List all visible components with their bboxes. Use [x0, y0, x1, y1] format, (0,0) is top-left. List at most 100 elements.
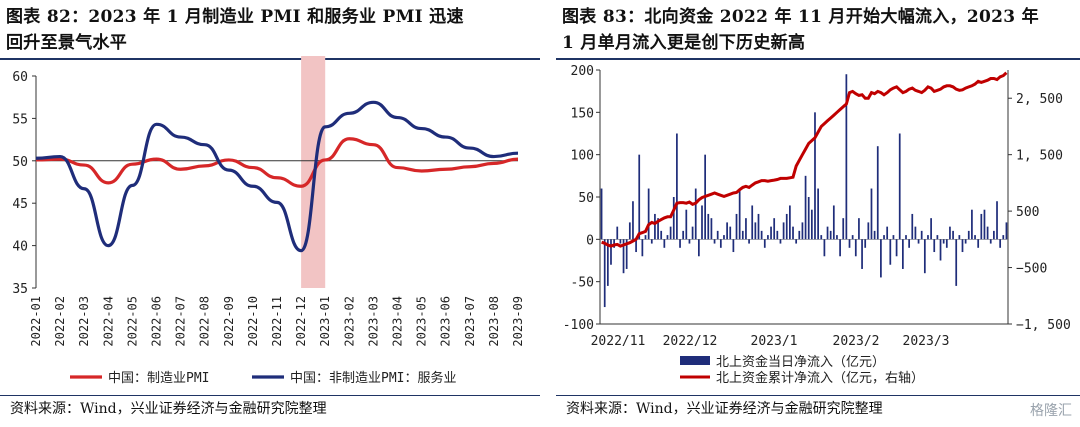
daily-inflow-bar [864, 239, 867, 248]
daily-inflow-bar [710, 218, 713, 240]
daily-inflow-bar [757, 213, 760, 240]
daily-inflow-bar [707, 213, 710, 240]
daily-inflow-bar [672, 197, 675, 240]
right-chart-panel: 图表 83：北向资金 2022 年 11 月开始大幅流入，2023 年 1 月单… [556, 0, 1080, 427]
daily-inflow-bar [989, 239, 992, 244]
daily-inflow-bar [660, 230, 663, 240]
daily-inflow-bar [814, 112, 816, 240]
y-tick-label-right: 1, 500 [1016, 149, 1063, 164]
daily-inflow-bar [820, 235, 823, 240]
daily-inflow-bar [829, 230, 832, 240]
left-source-note: 资料来源：Wind，兴业证券经济与金融研究院整理 [10, 401, 327, 417]
y-tick-label-left: 0 [586, 233, 594, 248]
x-tick-label: 2022-10 [246, 296, 260, 347]
daily-inflow-bar [770, 226, 772, 240]
daily-inflow-bar [745, 218, 747, 240]
daily-inflow-bar [914, 226, 917, 240]
x-tick-label: 2023-04 [391, 296, 405, 347]
daily-inflow-bar [676, 133, 678, 240]
daily-inflow-bar [754, 222, 757, 240]
daily-inflow-bar [955, 239, 958, 286]
daily-inflow-bar [685, 209, 688, 240]
right-source-rule [556, 395, 1080, 396]
daily-inflow-bar [876, 146, 879, 240]
y-tick-label-right: −500 [1016, 262, 1047, 277]
daily-inflow-bar [748, 239, 750, 244]
daily-inflow-bar [751, 205, 754, 240]
daily-inflow-bar [622, 239, 625, 274]
daily-inflow-bar [854, 239, 857, 257]
daily-inflow-bar [826, 226, 829, 240]
y-tick-label: 50 [12, 155, 28, 170]
y-tick-label-left: -100 [563, 318, 594, 333]
daily-inflow-bar [713, 239, 716, 244]
daily-inflow-bar [650, 239, 653, 244]
daily-inflow-bar [993, 230, 995, 240]
daily-inflow-bar [741, 230, 744, 240]
daily-inflow-bar [776, 230, 779, 240]
left-chart-panel: 图表 82：2023 年 1 月制造业 PMI 和服务业 PMI 迅速 回升至景… [0, 4, 540, 417]
daily-inflow-bar [961, 239, 964, 253]
legend-label-manufacturing: 中国：制造业PMI [108, 371, 209, 386]
daily-inflow-bar [967, 230, 970, 240]
daily-inflow-bar [861, 239, 863, 269]
left-chart-title: 图表 82：2023 年 1 月制造业 PMI 和服务业 PMI 迅速 回升至景… [6, 4, 464, 56]
daily-inflow-bar [836, 235, 838, 240]
x-tick-label: 2023-02 [342, 296, 356, 347]
daily-inflow-bar [760, 230, 763, 240]
daily-inflow-bar [679, 239, 681, 248]
daily-inflow-bar [779, 239, 782, 244]
daily-inflow-bar [688, 239, 691, 244]
x-tick-label: 2022/11 [591, 334, 646, 349]
y-tick-label-right: 2, 500 [1016, 92, 1063, 107]
legend-swatch-daily [680, 356, 710, 365]
daily-inflow-bar [845, 74, 848, 240]
daily-inflow-bar [908, 239, 911, 248]
y-tick-label: 45 [12, 197, 28, 212]
x-tick-label: 2022-03 [77, 296, 91, 347]
daily-inflow-bar [647, 188, 650, 240]
x-tick-label: 2022-12 [294, 296, 308, 347]
daily-inflow-bar [785, 213, 788, 240]
daily-inflow-bar [886, 226, 889, 240]
daily-inflow-bar [911, 213, 914, 240]
services-pmi-line [35, 100, 519, 253]
daily-inflow-bar [945, 239, 948, 248]
y-tick-label: 60 [12, 70, 28, 85]
x-tick-label: 2022/12 [663, 334, 718, 349]
daily-inflow-bar [949, 226, 951, 240]
x-tick-label: 2022-06 [150, 296, 164, 347]
daily-inflow-bar [930, 218, 932, 240]
daily-inflow-bar [883, 235, 885, 240]
left-source-rule [0, 395, 540, 396]
daily-inflow-bar [738, 188, 741, 240]
daily-inflow-bar [927, 235, 929, 240]
daily-inflow-bar [682, 230, 685, 240]
daily-inflow-bar [654, 213, 656, 240]
y-tick-label-left: 150 [571, 106, 594, 121]
left-title-line-2: 回升至景气水平 [6, 33, 128, 53]
daily-inflow-bar [666, 235, 669, 240]
left-title-rule [0, 58, 540, 60]
daily-inflow-bar [958, 235, 961, 240]
daily-inflow-bar [625, 239, 628, 269]
legend-label-daily: 北上资金当日净流入（亿元） [716, 354, 885, 370]
daily-inflow-bar [939, 239, 942, 261]
daily-inflow-bar [996, 201, 998, 240]
daily-inflow-bar [952, 230, 954, 240]
daily-inflow-bar [1002, 235, 1005, 240]
x-tick-label: 2023/2 [833, 334, 880, 349]
daily-inflow-bar [792, 226, 794, 240]
right-title-line-1: 图表 83：北向资金 2022 年 11 月开始大幅流入，2023 年 [562, 7, 1039, 27]
daily-inflow-bar [723, 235, 725, 240]
x-tick-label: 2023-09 [511, 296, 525, 347]
daily-inflow-bar [832, 205, 835, 240]
x-tick-label: 2022-11 [270, 296, 284, 347]
daily-inflow-bar [920, 230, 923, 240]
daily-inflow-bar [610, 239, 612, 265]
watermark-logo: 格隆汇 [1030, 403, 1072, 419]
daily-inflow-bar [870, 188, 873, 240]
daily-inflow-bar [603, 239, 606, 308]
left-pmi-chart: 35 40 45 50 55 60 2022-01 2022-02 2022-03 2022-04… [12, 56, 525, 386]
daily-inflow-bar [873, 230, 876, 240]
